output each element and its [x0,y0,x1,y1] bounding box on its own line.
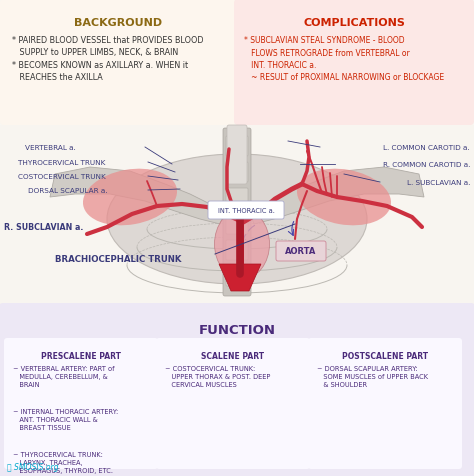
FancyBboxPatch shape [226,215,248,235]
FancyBboxPatch shape [227,126,247,185]
FancyBboxPatch shape [223,129,251,297]
Text: * SUBCLAVIAN STEAL SYNDROME - BLOOD
   FLOWS RETROGRADE from VERTEBRAL or
   INT: * SUBCLAVIAN STEAL SYNDROME - BLOOD FLOW… [244,36,444,82]
Text: ~ THYROCERVICAL TRUNK:
   LARYNX, TRACHEA,
   ESOPHAGUS, THYROID, ETC.: ~ THYROCERVICAL TRUNK: LARYNX, TRACHEA, … [13,451,113,474]
Ellipse shape [107,155,367,284]
Text: SCALENE PART: SCALENE PART [201,351,264,360]
FancyBboxPatch shape [226,163,248,183]
Polygon shape [219,265,261,291]
Text: L. COMMON CAROTID a.: L. COMMON CAROTID a. [383,145,470,151]
Text: ~ VERTEBRAL ARTERY: PART of
   MEDULLA, CEREBELLUM, &
   BRAIN: ~ VERTEBRAL ARTERY: PART of MEDULLA, CER… [13,365,115,387]
Text: R. SUBCLAVIAN a.: R. SUBCLAVIAN a. [4,223,83,232]
Text: THYROCERVICAL TRUNK: THYROCERVICAL TRUNK [18,159,105,166]
Text: PRESCALENE PART: PRESCALENE PART [41,351,121,360]
Text: INT. THORACIC a.: INT. THORACIC a. [218,208,274,214]
FancyBboxPatch shape [226,137,248,157]
Ellipse shape [215,209,270,279]
Text: R. COMMON CAROTID a.: R. COMMON CAROTID a. [383,162,470,168]
FancyBboxPatch shape [4,338,158,469]
Polygon shape [249,168,424,225]
FancyBboxPatch shape [226,267,248,287]
Text: ~ COSTOCERVICAL TRUNK:
   UPPER THORAX & POST. DEEP
   CERVICAL MUSCLES: ~ COSTOCERVICAL TRUNK: UPPER THORAX & PO… [165,365,270,387]
Text: AORTA: AORTA [285,247,317,256]
FancyBboxPatch shape [0,303,474,476]
Text: ⓞ SMOSIS.org: ⓞ SMOSIS.org [7,462,58,471]
Text: BACKGROUND: BACKGROUND [74,18,162,28]
FancyBboxPatch shape [308,338,462,469]
FancyBboxPatch shape [234,0,474,126]
Text: ~ DORSAL SCAPULAR ARTERY:
   SOME MUSCLES of UPPER BACK
   & SHOULDER: ~ DORSAL SCAPULAR ARTERY: SOME MUSCLES o… [317,365,428,387]
FancyBboxPatch shape [226,240,248,260]
Text: ~ INTERNAL THORACIC ARTERY:
   ANT. THORACIC WALL &
   BREAST TISSUE: ~ INTERNAL THORACIC ARTERY: ANT. THORACI… [13,408,118,431]
Ellipse shape [297,169,391,226]
Ellipse shape [83,169,177,226]
Text: L. SUBCLAVIAN a.: L. SUBCLAVIAN a. [407,179,470,186]
FancyBboxPatch shape [0,0,236,126]
Text: COSTOCERVICAL TRUNK: COSTOCERVICAL TRUNK [18,174,106,179]
Text: FUNCTION: FUNCTION [199,323,275,336]
Text: POSTSCALENE PART: POSTSCALENE PART [342,351,428,360]
FancyBboxPatch shape [226,188,248,208]
Text: COMPLICATIONS: COMPLICATIONS [303,18,405,28]
Text: DORSAL SCAPULAR a.: DORSAL SCAPULAR a. [28,188,108,194]
Polygon shape [50,168,225,225]
Text: VERTEBRAL a.: VERTEBRAL a. [25,145,76,151]
Text: * PAIRED BLOOD VESSEL that PROVIDES BLOOD
   SUPPLY to UPPER LIMBS, NECK, & BRAI: * PAIRED BLOOD VESSEL that PROVIDES BLOO… [12,36,203,82]
FancyBboxPatch shape [156,338,310,469]
FancyBboxPatch shape [0,126,474,304]
FancyBboxPatch shape [208,201,284,219]
Text: BRACHIOCEPHALIC TRUNK: BRACHIOCEPHALIC TRUNK [55,255,182,264]
FancyBboxPatch shape [276,241,326,261]
